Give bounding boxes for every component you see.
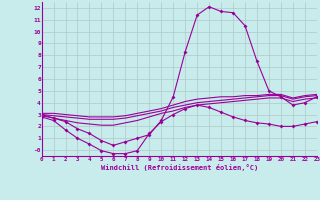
X-axis label: Windchill (Refroidissement éolien,°C): Windchill (Refroidissement éolien,°C) [100, 164, 258, 171]
